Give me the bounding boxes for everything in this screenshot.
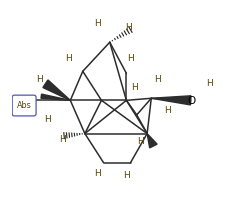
Text: H: H — [122, 171, 129, 180]
Polygon shape — [146, 134, 156, 148]
Polygon shape — [43, 80, 70, 100]
Polygon shape — [41, 94, 70, 100]
Text: H: H — [65, 54, 71, 63]
Text: H: H — [125, 23, 131, 32]
Text: H: H — [58, 135, 65, 144]
Polygon shape — [151, 96, 190, 105]
Text: H: H — [137, 137, 144, 146]
Text: H: H — [44, 115, 51, 124]
Text: H: H — [127, 54, 133, 63]
Text: H: H — [94, 19, 100, 28]
Text: Abs: Abs — [17, 101, 31, 110]
Text: H: H — [153, 75, 160, 84]
Text: O: O — [187, 96, 195, 106]
Text: H: H — [131, 83, 137, 92]
Text: H: H — [164, 106, 170, 115]
Text: H: H — [205, 79, 212, 88]
Text: H: H — [36, 75, 42, 84]
Text: H: H — [94, 168, 100, 177]
FancyBboxPatch shape — [12, 95, 36, 116]
